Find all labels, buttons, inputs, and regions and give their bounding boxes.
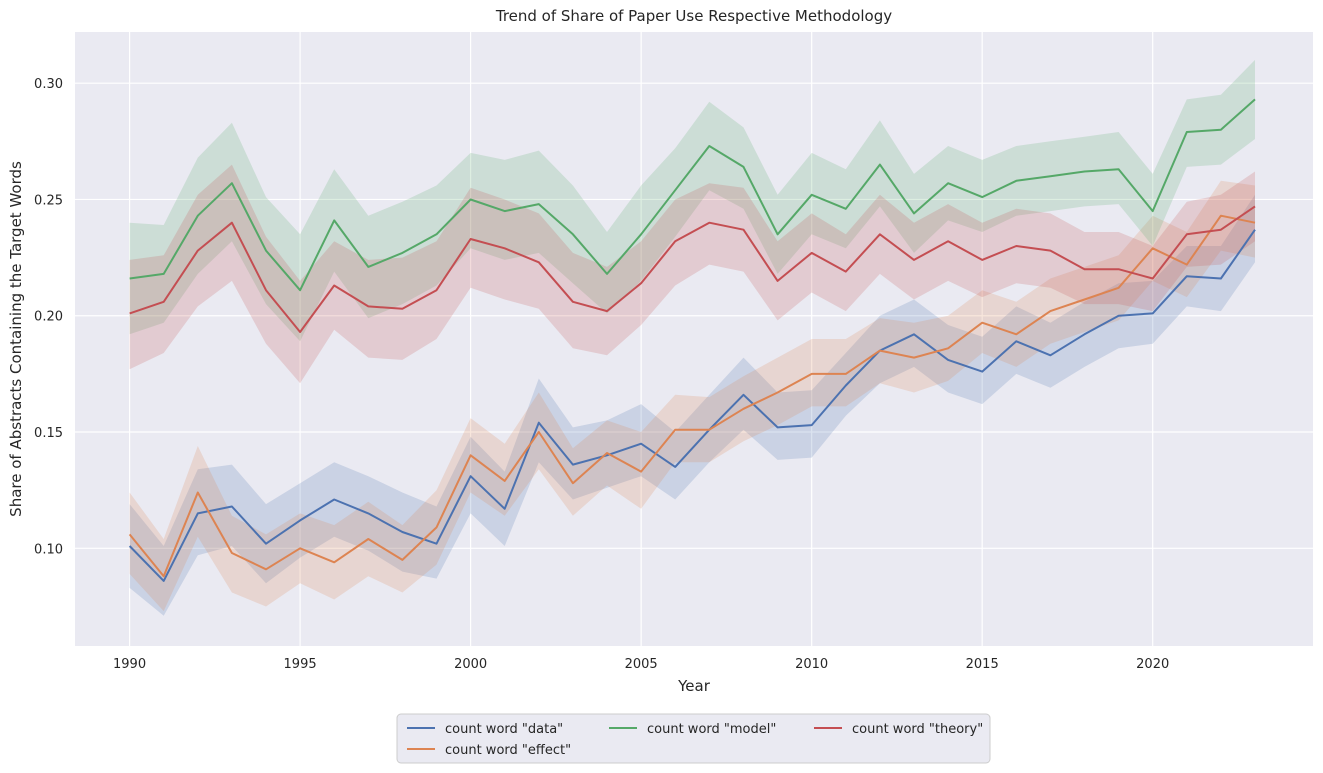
y-tick-labels: 0.10 0.15 0.20 0.25 0.30	[34, 77, 63, 557]
confidence-band-3	[129, 164, 1256, 384]
series-line-1	[128, 214, 1256, 578]
confidence-band-1	[129, 180, 1256, 612]
series-line-2	[129, 98, 1256, 292]
x-tick-labels: 1990 1995 2000 2005 2010 2015 2020	[113, 657, 1169, 672]
confidence-band-2	[129, 59, 1256, 342]
legend-label-3: count word "theory"	[852, 722, 983, 737]
y-tick-label: 0.10	[34, 542, 63, 557]
x-tick-label: 2000	[454, 657, 487, 672]
x-axis-title: Year	[677, 677, 711, 695]
y-tick-label: 0.25	[34, 193, 63, 208]
legend-label-0: count word "data"	[445, 722, 563, 737]
legend-box	[396, 713, 991, 764]
confidence-bands	[129, 59, 1256, 616]
series-line-3	[129, 205, 1256, 333]
x-tick-label: 1995	[284, 657, 317, 672]
y-axis-title: Share of Abstracts Containing the Target…	[7, 161, 25, 517]
plot-background	[75, 32, 1313, 646]
legend-label-2: count word "model"	[647, 722, 776, 737]
x-tick-label: 2015	[966, 657, 999, 672]
x-tick-label: 2005	[625, 657, 658, 672]
y-tick-label: 0.20	[34, 310, 63, 325]
x-tick-label: 1990	[113, 657, 146, 672]
y-tick-label: 0.30	[34, 77, 63, 92]
x-tick-label: 2010	[795, 657, 828, 672]
legend-label-1: count word "effect"	[445, 743, 571, 758]
confidence-band-0	[129, 194, 1256, 616]
legend: count word "data" count word "effect" coun…	[396, 713, 991, 764]
y-tick-label: 0.15	[34, 426, 63, 441]
gridlines	[75, 32, 1313, 646]
series-line-0	[128, 229, 1256, 582]
chart-title: Trend of Share of Paper Use Respective M…	[495, 7, 892, 25]
series-lines	[128, 98, 1256, 582]
x-tick-label: 2020	[1136, 657, 1169, 672]
